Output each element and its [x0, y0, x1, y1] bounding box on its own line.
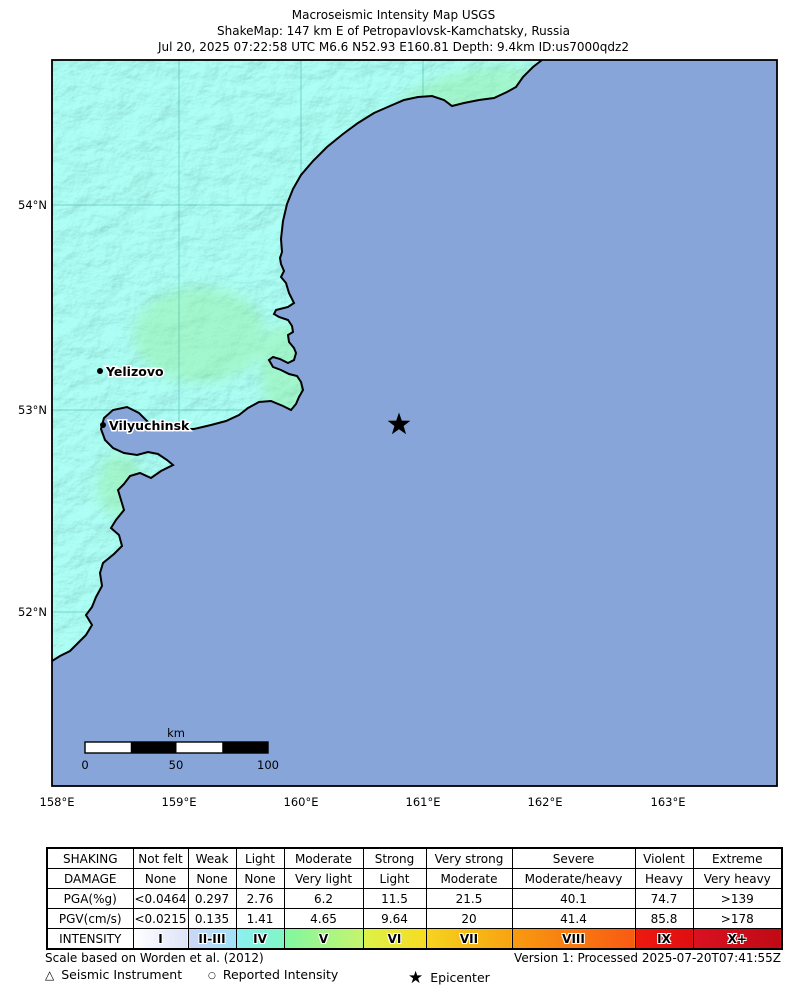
table-cell: Light — [235, 847, 285, 869]
table-cell: Moderate — [425, 868, 513, 889]
event-location: ShakeMap: 147 km E of Petropavlovsk-Kamc… — [217, 24, 570, 38]
table-cell: 21.5 — [425, 888, 513, 909]
table-cell: 20 — [425, 908, 513, 929]
lat-label-54n: 54°N — [18, 198, 47, 212]
city-label: Vilyuchinsk — [109, 418, 190, 433]
table-cell: Extreme — [692, 847, 783, 869]
table-cell: 6.2 — [283, 888, 364, 909]
table-cell: 2.76 — [235, 888, 285, 909]
version-processed-label: Version 1: Processed 2025-07-20T07:41:55… — [514, 951, 781, 965]
row-label: DAMAGE — [46, 868, 134, 889]
table-cell: 1.41 — [235, 908, 285, 929]
table-cell: 74.7 — [634, 888, 694, 909]
table-row-pga: PGA(%g) <0.0464 0.297 2.76 6.2 11.5 21.5… — [46, 888, 783, 909]
footer-line-1: Scale based on Worden et al. (2012) Vers… — [45, 951, 781, 965]
table-cell: None — [235, 868, 285, 889]
page-title: Macroseismic Intensity Map USGS — [291, 8, 496, 22]
scale-tick-50: 50 — [169, 758, 184, 772]
legend-label: Epicenter — [430, 970, 490, 985]
table-cell: Very heavy — [692, 868, 783, 889]
reported-intensity-icon: ○ — [208, 971, 216, 981]
lowland-tint — [98, 66, 541, 517]
row-label: SHAKING — [46, 847, 134, 869]
table-cell: Severe — [511, 847, 636, 869]
table-cell: Moderate/heavy — [511, 868, 636, 889]
lon-label-162e: 162°E — [528, 795, 563, 809]
city-dot — [100, 422, 106, 428]
legend-reported-intensity: ○ Reported Intensity — [208, 967, 338, 982]
intensity-cell: IX — [634, 928, 694, 950]
lat-label-53n: 53°N — [18, 403, 47, 417]
table-row-pgv: PGV(cm/s) <0.0215 0.135 1.41 4.65 9.64 2… — [46, 908, 783, 929]
table-cell: Moderate — [283, 847, 364, 869]
legend-epicenter: ★ Epicenter — [408, 967, 490, 988]
scale-reference-note: Scale based on Worden et al. (2012) — [45, 951, 264, 965]
lon-label-159e: 159°E — [162, 795, 197, 809]
table-cell: 9.64 — [362, 908, 427, 929]
table-cell: 0.135 — [187, 908, 237, 929]
legend-seismic-instrument: △ Seismic Instrument — [45, 967, 182, 982]
event-details: Jul 20, 2025 07:22:58 UTC M6.6 N52.93 E1… — [158, 40, 629, 54]
table-cell: Very strong — [425, 847, 513, 869]
row-label: PGV(cm/s) — [46, 908, 134, 929]
epicenter-star — [387, 412, 411, 435]
lon-label-158e: 158°E — [40, 795, 75, 809]
shakemap-canvas: 54°N 53°N 52°N 158°E 159°E 160°E 161°E 1… — [18, 59, 778, 809]
epicenter-icon: ★ — [408, 968, 424, 988]
intensity-cell: X+ — [692, 928, 783, 950]
intensity-cell: VIII — [511, 928, 636, 950]
intensity-cell: I — [132, 928, 189, 950]
intensity-cell: VI — [362, 928, 427, 950]
table-cell: <0.0464 — [132, 888, 189, 909]
intensity-cell: II-III — [187, 928, 237, 950]
row-label: INTENSITY — [46, 928, 134, 950]
table-cell: 0.297 — [187, 888, 237, 909]
table-cell: <0.0215 — [132, 908, 189, 929]
table-cell: Violent — [634, 847, 694, 869]
table-cell: 4.65 — [283, 908, 364, 929]
legend-label: Reported Intensity — [222, 967, 339, 982]
table-cell: None — [187, 868, 237, 889]
city-dot — [97, 368, 103, 374]
table-cell: 85.8 — [634, 908, 694, 929]
lat-label-52n: 52°N — [18, 605, 47, 619]
scale-tick-0: 0 — [81, 758, 88, 772]
table-row-shaking: SHAKING Not felt Weak Light Moderate Str… — [46, 847, 783, 869]
scale-bar: km 0 50 100 — [81, 726, 279, 772]
table-cell: Very light — [283, 868, 364, 889]
table-cell: Light — [362, 868, 427, 889]
table-cell: 11.5 — [362, 888, 427, 909]
legend-label: Seismic Instrument — [61, 967, 183, 982]
map-frame — [51, 59, 778, 787]
table-cell: 41.4 — [511, 908, 636, 929]
intensity-legend-table: SHAKING Not felt Weak Light Moderate Str… — [46, 847, 783, 950]
intensity-cell: VII — [425, 928, 513, 950]
lon-label-161e: 161°E — [406, 795, 441, 809]
coastline — [52, 60, 543, 662]
scale-tick-100: 100 — [257, 758, 279, 772]
table-row-damage: DAMAGE None None None Very light Light M… — [46, 868, 783, 889]
row-label: PGA(%g) — [46, 888, 134, 909]
table-cell: Not felt — [132, 847, 189, 869]
scale-unit-label: km — [167, 726, 185, 740]
map-header: Macroseismic Intensity Map USGS ShakeMap… — [0, 7, 787, 55]
intensity-cell: V — [283, 928, 364, 950]
city-vilyuchinsk: Vilyuchinsk — [100, 417, 192, 435]
table-cell: Heavy — [634, 868, 694, 889]
table-cell: >139 — [692, 888, 783, 909]
table-cell: Strong — [362, 847, 427, 869]
table-cell: >178 — [692, 908, 783, 929]
table-cell: Weak — [187, 847, 237, 869]
lon-label-160e: 160°E — [284, 795, 319, 809]
city-label: Yelizovo — [105, 364, 164, 379]
city-yelizovo: Yelizovo — [97, 363, 165, 381]
lon-label-163e: 163°E — [651, 795, 686, 809]
seismic-instrument-icon: △ — [45, 968, 55, 982]
table-cell: None — [132, 868, 189, 889]
table-row-intensity: INTENSITY I II-III IV V VI VII VIII IX X… — [46, 928, 783, 950]
table-cell: 40.1 — [511, 888, 636, 909]
intensity-cell: IV — [235, 928, 285, 950]
